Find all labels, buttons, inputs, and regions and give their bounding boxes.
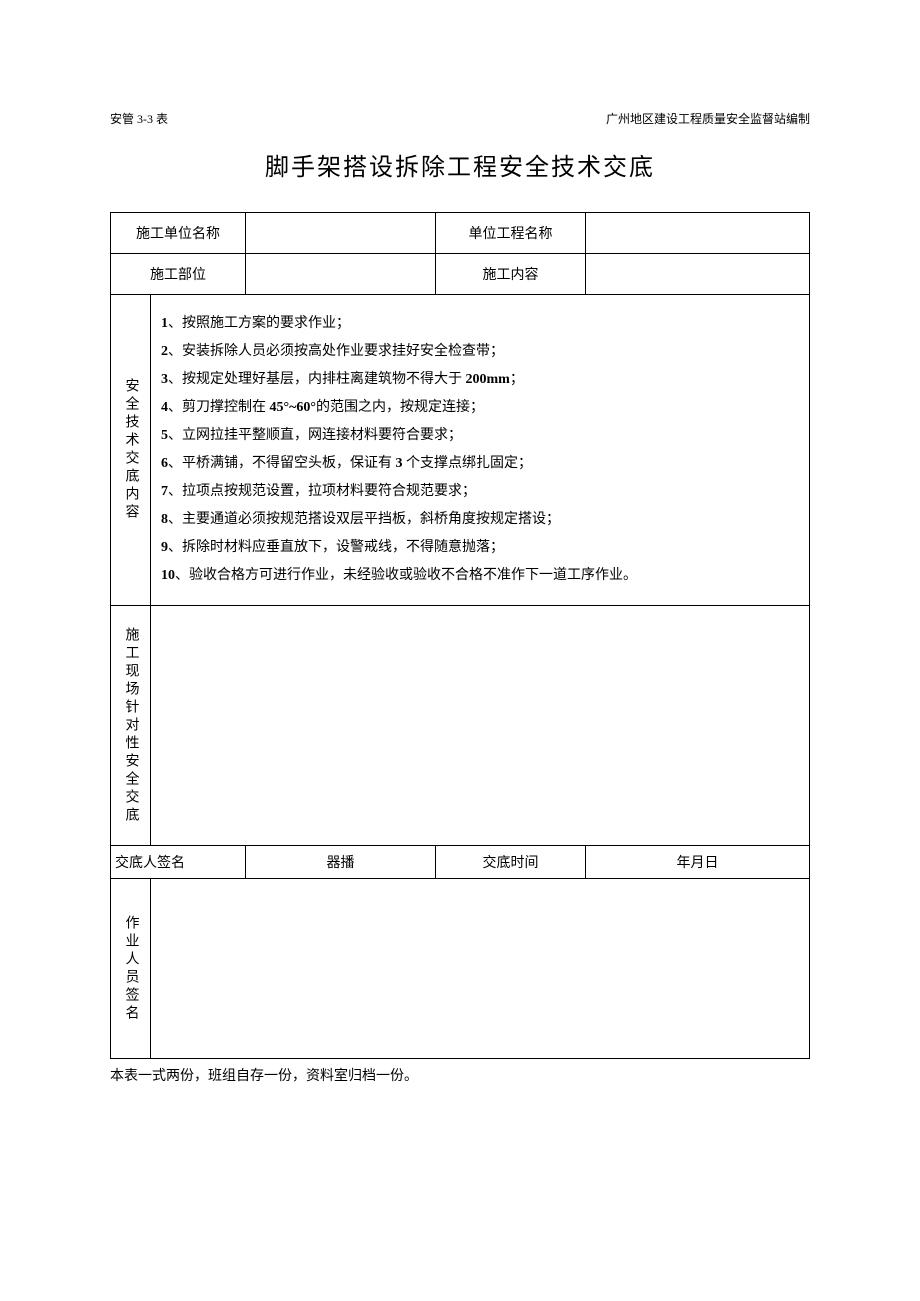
label-construction-content: 施工内容 — [436, 254, 586, 295]
form-table: 施工单位名称 单位工程名称 施工部位 施工内容 安全技术交底内容 1、按照施工方… — [110, 212, 810, 1059]
content-item: 5、立网拉挂平整顺直，网连接材料要符合要求； — [161, 422, 799, 450]
content-item: 10、验收合格方可进行作业，未经验收或验收不合格不准作下一道工序作业。 — [161, 562, 799, 590]
label-site-specific: 施工现场针对性安全交底 — [111, 606, 151, 846]
row-construction-part: 施工部位 施工内容 — [111, 254, 810, 295]
content-item: 2、安装拆除人员必须按高处作业要求挂好安全检查带； — [161, 338, 799, 366]
page-title: 脚手架搭设拆除工程安全技术交底 — [110, 147, 810, 182]
label-sign-time: 交底时间 — [436, 846, 586, 879]
row-site-specific: 施工现场针对性安全交底 — [111, 606, 810, 846]
value-construction-content — [586, 254, 810, 295]
worker-sign-body — [151, 879, 810, 1059]
site-specific-body — [151, 606, 810, 846]
row-worker-sign: 作业人员签名 — [111, 879, 810, 1059]
label-worker-sign: 作业人员签名 — [111, 879, 151, 1059]
content-item: 9、拆除时材料应垂直放下，设警戒线，不得随意抛落； — [161, 534, 799, 562]
label-signer: 交底人签名 — [111, 846, 246, 879]
value-sign-time: 年月日 — [586, 846, 810, 879]
row-safety-content: 安全技术交底内容 1、按照施工方案的要求作业；2、安装拆除人员必须按高处作业要求… — [111, 295, 810, 606]
form-code: 安管 3-3 表 — [110, 110, 168, 127]
safety-content-body: 1、按照施工方案的要求作业；2、安装拆除人员必须按高处作业要求挂好安全检查带；3… — [151, 295, 810, 606]
label-construction-unit: 施工单位名称 — [111, 213, 246, 254]
label-safety-content: 安全技术交底内容 — [111, 295, 151, 606]
label-project-name: 单位工程名称 — [436, 213, 586, 254]
footer-note: 本表一式两份，班组自存一份，资料室归档一份。 — [110, 1065, 810, 1085]
content-item: 6、平桥满铺，不得留空头板，保证有 3 个支撑点绑扎固定； — [161, 450, 799, 478]
row-signature: 交底人签名 器播 交底时间 年月日 — [111, 846, 810, 879]
label-construction-part: 施工部位 — [111, 254, 246, 295]
content-item: 8、主要通道必须按规范搭设双层平挡板，斜桥角度按规定搭设； — [161, 506, 799, 534]
form-issuer: 广州地区建设工程质量安全监督站编制 — [606, 110, 810, 127]
value-signer: 器播 — [246, 846, 436, 879]
content-item: 3、按规定处理好基层，内排柱离建筑物不得大于 200mm； — [161, 366, 799, 394]
value-construction-part — [246, 254, 436, 295]
content-item: 7、拉项点按规范设置，拉项材料要符合规范要求； — [161, 478, 799, 506]
row-construction-unit: 施工单位名称 单位工程名称 — [111, 213, 810, 254]
value-construction-unit — [246, 213, 436, 254]
content-item: 1、按照施工方案的要求作业； — [161, 310, 799, 338]
content-item: 4、剪刀撑控制在 45°~60°的范围之内，按规定连接； — [161, 394, 799, 422]
value-project-name — [586, 213, 810, 254]
